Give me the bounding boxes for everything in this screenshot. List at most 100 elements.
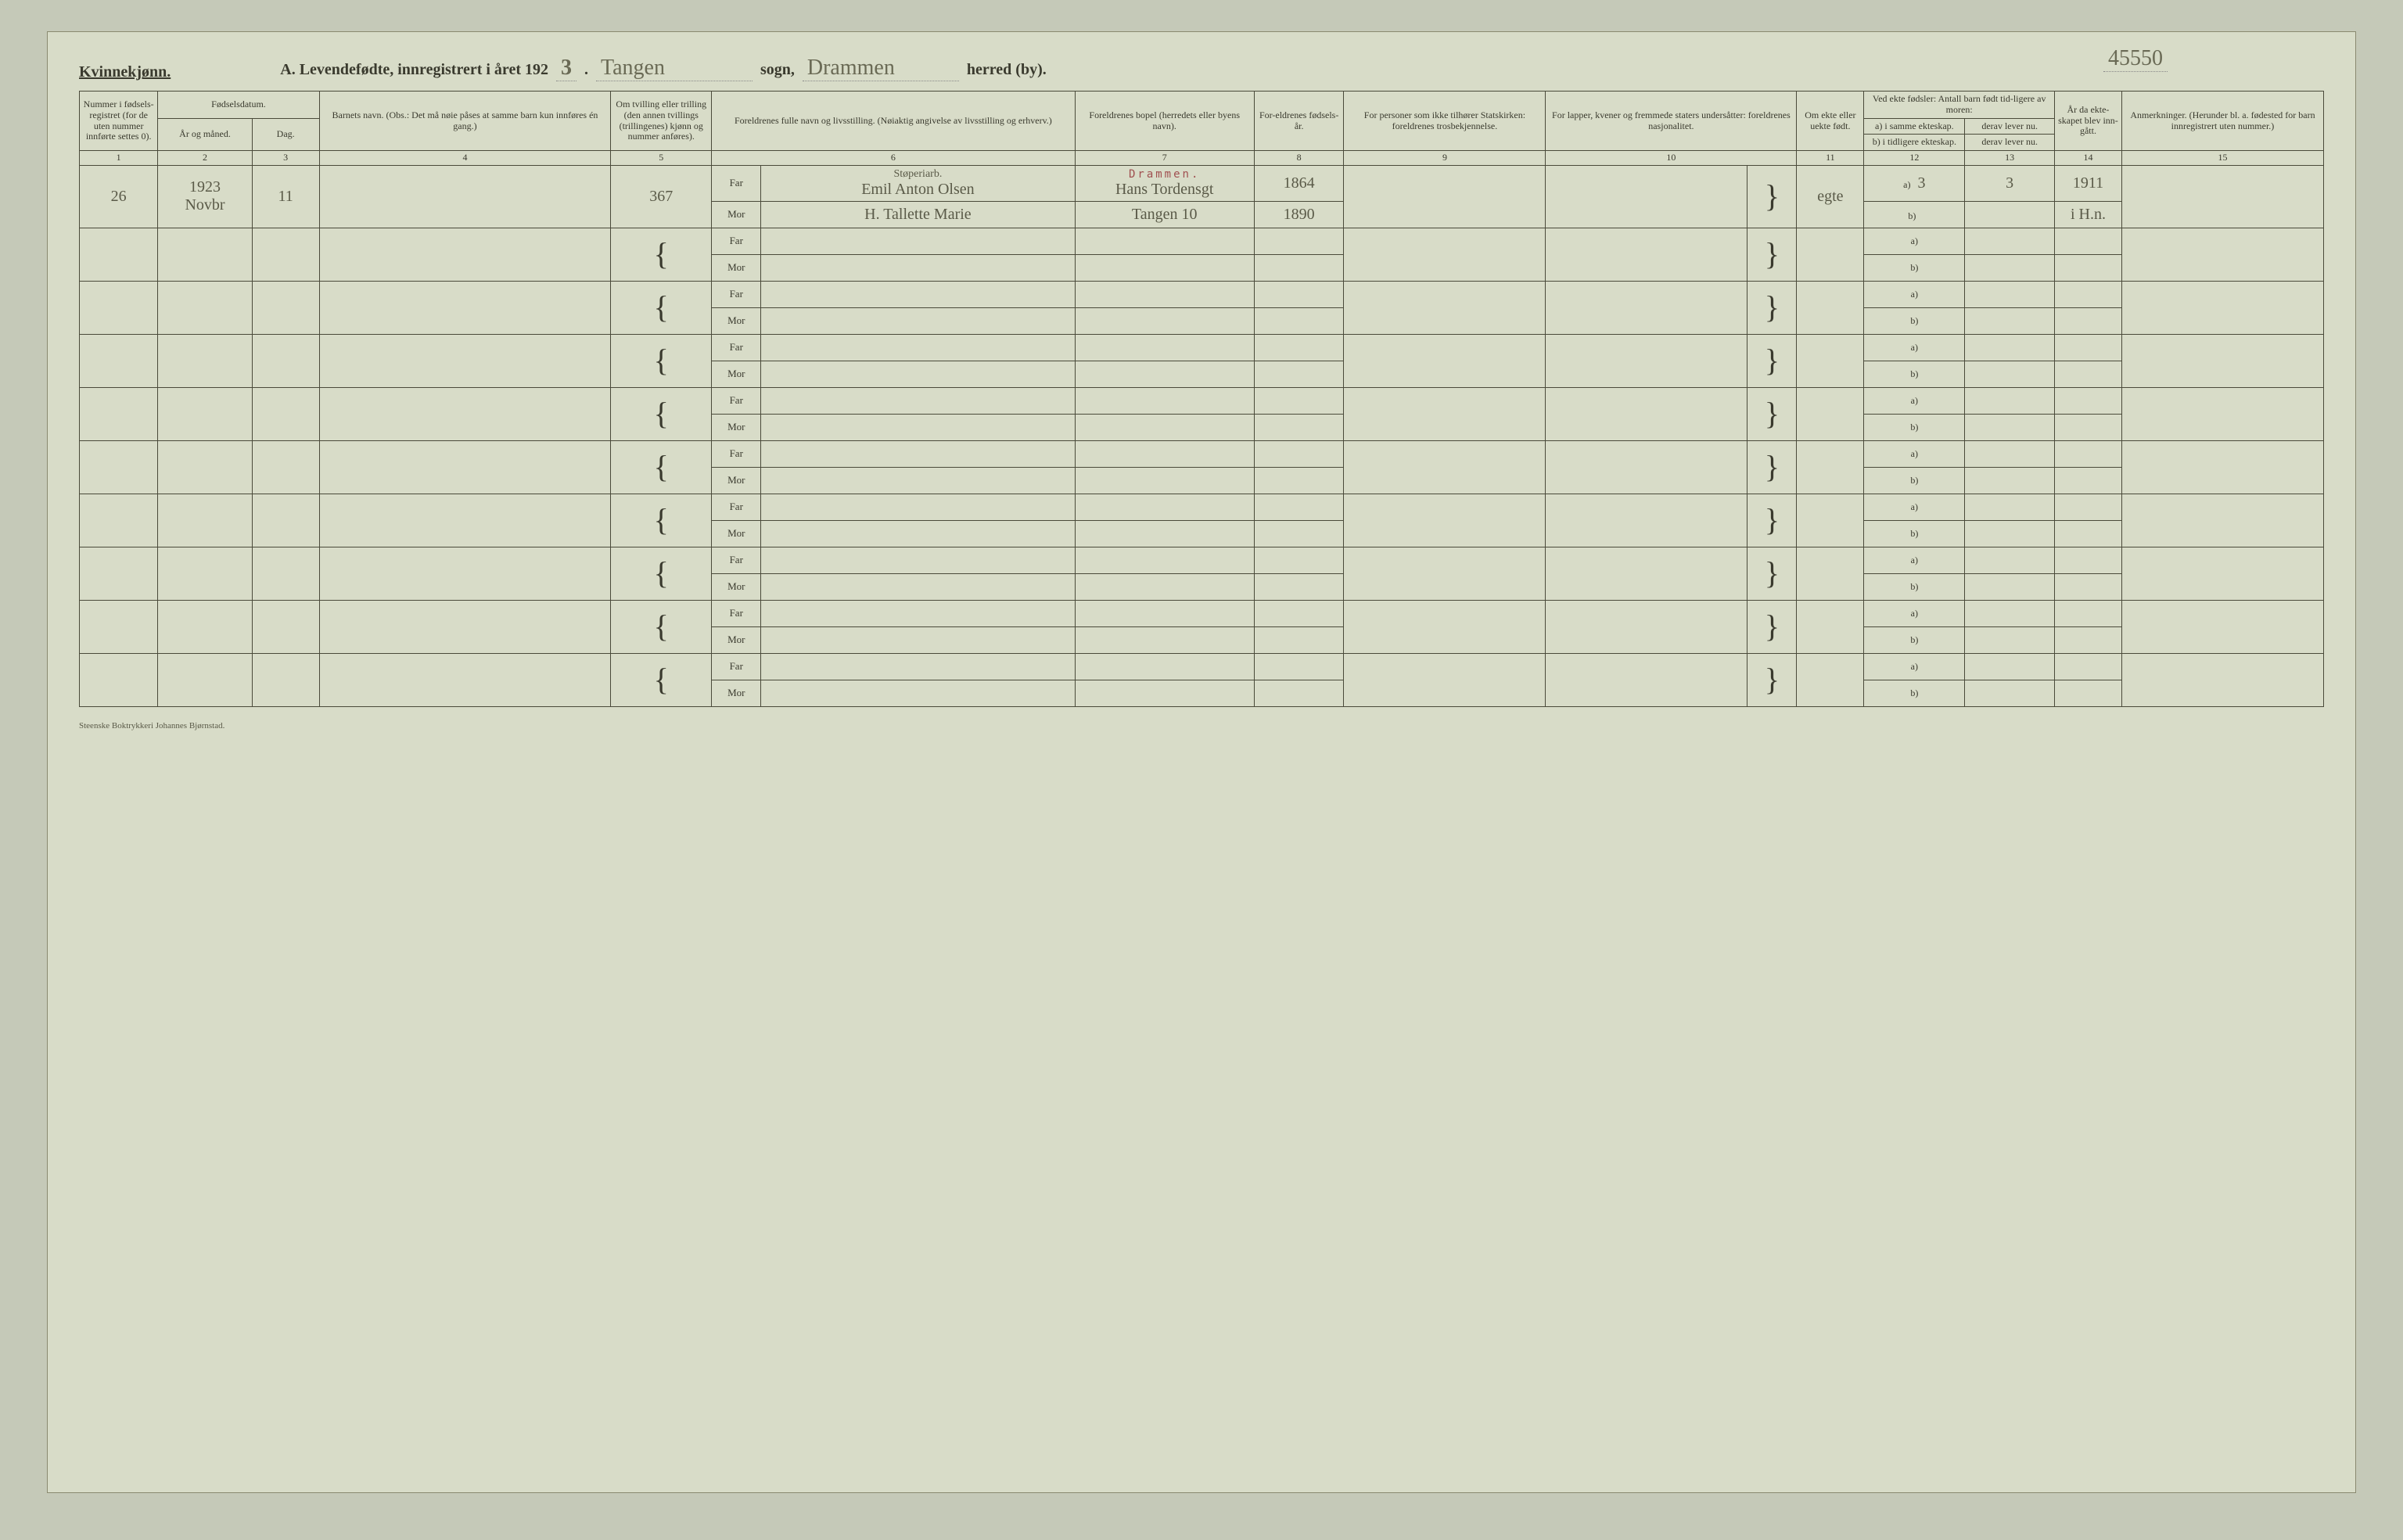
blank-cell	[2121, 494, 2323, 547]
cell-far-addr: Drammen. Hans Tordensgt	[1075, 165, 1254, 201]
label-far: Far	[712, 653, 761, 680]
hdr-col8: For-eldrenes fødsels-år.	[1254, 92, 1344, 151]
blank-cell	[2054, 520, 2121, 547]
residence-stamp: Drammen.	[1079, 168, 1251, 181]
blank-cell	[2054, 494, 2121, 520]
blank-row-far: Fara)	[80, 440, 2324, 467]
title-period: .	[584, 61, 588, 79]
blank-row-far: Far a)	[80, 494, 2324, 520]
far-addr-text: Hans Tordensgt	[1115, 181, 1213, 198]
blank-12b: b)	[1864, 467, 1965, 494]
label-far: Far	[712, 387, 761, 414]
cell-13a: 3	[1965, 165, 2055, 201]
blank-cell	[1965, 281, 2055, 307]
record-row-far: 26 1923 Novbr 11 367 Far Støperiarb. Emi…	[80, 165, 2324, 201]
right-brace-icon	[1747, 600, 1797, 653]
blank-cell	[158, 334, 252, 387]
blank-cell	[1254, 600, 1344, 626]
blank-cell	[1965, 228, 2055, 254]
blank-row-far: Fara)	[80, 387, 2324, 414]
colnum-3: 3	[252, 151, 319, 166]
blank-cell	[1254, 414, 1344, 440]
blank-row-far: Fara)	[80, 281, 2324, 307]
label-far: Far	[712, 494, 761, 520]
label-mor: Mor	[712, 467, 761, 494]
blank-cell	[319, 653, 611, 706]
cell-far-birth: 1864	[1254, 165, 1344, 201]
label-mor: Mor	[712, 626, 761, 653]
blank-cell	[1965, 547, 2055, 573]
blank-cell	[80, 228, 158, 281]
right-brace-icon	[1747, 387, 1797, 440]
title-year-digit: 3	[556, 56, 577, 81]
hdr-col11: Om ekte eller uekte født.	[1797, 92, 1864, 151]
blank-cell	[2054, 254, 2121, 281]
hdr-col13b: derav lever nu.	[1965, 135, 2055, 151]
hdr-fodselsdatum: Fødselsdatum.	[158, 92, 319, 119]
blank-cell	[1254, 361, 1344, 387]
blank-cell	[761, 228, 1075, 254]
blank-cell	[158, 547, 252, 600]
blank-cell	[1965, 361, 2055, 387]
cell-twin: 367	[611, 165, 712, 228]
blank-cell	[1344, 334, 1546, 387]
blank-cell	[1797, 494, 1864, 547]
hdr-col2: År og måned.	[158, 118, 252, 151]
blank-cell	[1344, 440, 1546, 494]
right-brace-icon	[1747, 228, 1797, 281]
blank-12a: a)	[1864, 228, 1965, 254]
blank-12b: b)	[1864, 254, 1965, 281]
blank-cell	[1344, 653, 1546, 706]
blank-cell	[1965, 440, 2055, 467]
blank-cell	[319, 600, 611, 653]
right-brace-icon	[1747, 165, 1797, 228]
blank-row-far: Fara)	[80, 334, 2324, 361]
blank-cell	[1254, 547, 1344, 573]
cell-14-top: 1911	[2054, 165, 2121, 201]
blank-cell	[1075, 307, 1254, 334]
blank-cell	[158, 440, 252, 494]
blank-cell	[319, 440, 611, 494]
blank-cell	[1254, 573, 1344, 600]
blank-cell	[2054, 467, 2121, 494]
cell-regno: 26	[80, 165, 158, 228]
colnum-9: 9	[1344, 151, 1546, 166]
blank-cell	[1546, 281, 1747, 334]
blank-cell	[2054, 334, 2121, 361]
left-brace-icon	[611, 600, 712, 653]
blank-cell	[158, 281, 252, 334]
blank-cell	[761, 494, 1075, 520]
blank-cell	[761, 281, 1075, 307]
hdr-col3: Dag.	[252, 118, 319, 151]
blank-cell	[158, 494, 252, 547]
label-mor: Mor	[712, 520, 761, 547]
blank-cell	[1965, 600, 2055, 626]
blank-cell	[1075, 387, 1254, 414]
blank-cell	[1075, 626, 1254, 653]
hdr-col13a: derav lever nu.	[1965, 118, 2055, 135]
blank-12b: b)	[1864, 573, 1965, 600]
blank-cell	[252, 600, 319, 653]
blank-cell	[761, 680, 1075, 706]
hdr-col4: Barnets navn. (Obs.: Det må nøie påses a…	[319, 92, 611, 151]
blank-12a: a)	[1864, 494, 1965, 520]
blank-cell	[252, 547, 319, 600]
blank-cell	[252, 334, 319, 387]
blank-12a: a)	[1864, 547, 1965, 573]
blank-cell	[1344, 281, 1546, 334]
blank-cell	[252, 494, 319, 547]
blank-cell	[1797, 440, 1864, 494]
hdr-col12b: b) i tidligere ekteskap.	[1864, 135, 1965, 151]
blank-cell	[1344, 387, 1546, 440]
blank-cell	[1254, 467, 1344, 494]
right-brace-icon	[1747, 281, 1797, 334]
colnum-14: 14	[2054, 151, 2121, 166]
blank-12b: b)	[1864, 361, 1965, 387]
blank-cell	[1075, 440, 1254, 467]
blank-cell	[80, 600, 158, 653]
district-handwritten: Drammen	[803, 56, 959, 81]
blank-row-far: Fara)	[80, 228, 2324, 254]
blank-cell	[761, 653, 1075, 680]
label-far: Far	[712, 440, 761, 467]
colnum-10: 10	[1546, 151, 1797, 166]
